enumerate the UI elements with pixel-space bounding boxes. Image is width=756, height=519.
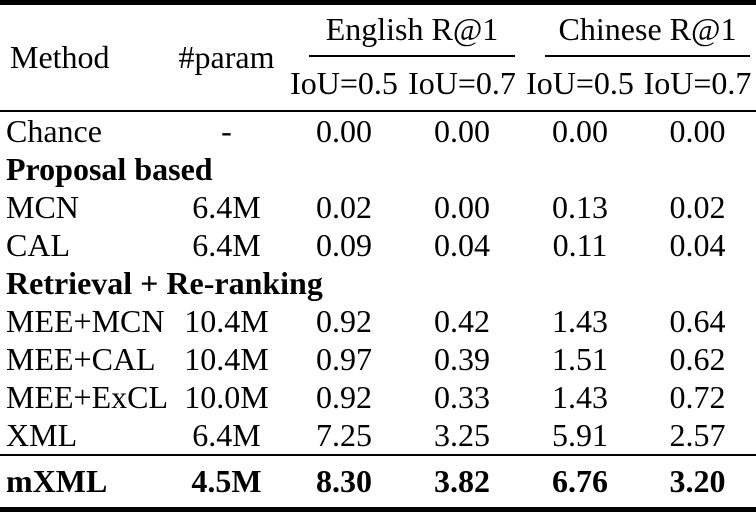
table-row: Chance - 0.00 0.00 0.00 0.00 xyxy=(0,111,756,150)
value-cell: 0.00 xyxy=(316,112,372,149)
col-header-iou: IoU=0.5 xyxy=(290,65,398,101)
value-cell: 0.39 xyxy=(434,340,490,377)
value-cell: 3.25 xyxy=(434,416,490,453)
value-cell: 0.00 xyxy=(669,112,726,149)
value-cell: 3.20 xyxy=(669,463,726,499)
value-cell: 2.57 xyxy=(669,416,726,453)
col-header-iou: IoU=0.5 xyxy=(526,65,634,101)
value-cell: 1.43 xyxy=(552,378,608,415)
table-row: MCN 6.4M 0.02 0.00 0.13 0.02 xyxy=(0,188,756,226)
param-cell: 10.0M xyxy=(184,378,269,415)
value-cell: 0.09 xyxy=(316,226,372,263)
method-cell: MEE+MCN xyxy=(6,302,165,339)
value-cell: 3.82 xyxy=(434,463,490,499)
value-cell: 0.04 xyxy=(669,226,726,263)
param-cell: - xyxy=(221,112,232,149)
table-row: MEE+MCN 10.4M 0.92 0.42 1.43 0.64 xyxy=(0,302,756,340)
value-cell: 0.64 xyxy=(669,302,726,339)
method-cell: mXML xyxy=(6,463,108,499)
value-cell: 0.92 xyxy=(316,302,372,339)
method-cell: MCN xyxy=(6,188,79,225)
param-cell: 6.4M xyxy=(192,416,261,453)
value-cell: 0.92 xyxy=(316,378,372,415)
param-cell: 10.4M xyxy=(184,302,269,339)
method-cell: MEE+ExCL xyxy=(6,378,168,415)
value-cell: 0.42 xyxy=(434,302,490,339)
value-cell: 0.04 xyxy=(434,226,490,263)
header-sub-row: IoU=0.5 IoU=0.7 IoU=0.5 IoU=0.7 xyxy=(0,57,756,111)
param-cell: 6.4M xyxy=(192,188,261,225)
value-cell: 0.02 xyxy=(669,188,726,225)
header-group-row: Method #param English R@1 Chinese R@1 xyxy=(0,3,756,75)
table-row: MEE+ExCL 10.0M 0.92 0.33 1.43 0.72 xyxy=(0,378,756,416)
method-cell: CAL xyxy=(6,226,70,263)
method-cell: Chance xyxy=(6,112,102,149)
col-group-english: English R@1 xyxy=(285,3,521,57)
value-cell: 6.76 xyxy=(552,463,608,499)
section-row: Retrieval + Re-ranking xyxy=(0,264,756,302)
section-label: Retrieval + Re-ranking xyxy=(6,264,323,301)
table-header: Method #param English R@1 Chinese R@1 Io… xyxy=(0,3,756,111)
section-row: Proposal based xyxy=(0,150,756,188)
table-row: XML 6.4M 7.25 3.25 5.91 2.57 xyxy=(0,416,756,455)
col-header-iou: IoU=0.7 xyxy=(643,65,752,101)
value-cell: 0.00 xyxy=(434,188,490,225)
value-cell: 1.43 xyxy=(552,302,608,339)
value-cell: 0.00 xyxy=(434,112,490,149)
table-row: MEE+CAL 10.4M 0.97 0.39 1.51 0.62 xyxy=(0,340,756,378)
method-cell: XML xyxy=(6,416,78,453)
section-label: Proposal based xyxy=(6,150,213,187)
value-cell: 0.11 xyxy=(552,226,608,263)
value-cell: 8.30 xyxy=(316,463,372,499)
value-cell: 0.97 xyxy=(316,340,372,377)
value-cell: 7.25 xyxy=(316,416,372,453)
col-header-iou: IoU=0.7 xyxy=(408,65,516,101)
group-label-chinese: Chinese R@1 xyxy=(545,8,750,57)
group-label-english: English R@1 xyxy=(309,8,515,57)
table-body: Chance - 0.00 0.00 0.00 0.00 Proposal ba… xyxy=(0,111,756,455)
value-cell: 0.72 xyxy=(669,378,726,415)
table-footer: mXML 4.5M 8.30 3.82 6.76 3.20 xyxy=(0,455,756,510)
footer-row-mxml: mXML 4.5M 8.30 3.82 6.76 3.20 xyxy=(0,455,756,510)
param-cell: 6.4M xyxy=(192,226,261,263)
param-cell: 4.5M xyxy=(191,463,262,499)
value-cell: 0.33 xyxy=(434,378,490,415)
value-cell: 0.13 xyxy=(552,188,608,225)
col-header-param: #param xyxy=(178,39,275,75)
col-group-chinese: Chinese R@1 xyxy=(521,3,756,57)
value-cell: 0.62 xyxy=(669,340,726,377)
method-cell: MEE+CAL xyxy=(6,340,156,377)
value-cell: 0.00 xyxy=(552,112,608,149)
col-header-method: Method xyxy=(10,39,110,75)
param-cell: 10.4M xyxy=(184,340,269,377)
value-cell: 5.91 xyxy=(552,416,608,453)
table-row: CAL 6.4M 0.09 0.04 0.11 0.04 xyxy=(0,226,756,264)
value-cell: 1.51 xyxy=(552,340,608,377)
value-cell: 0.02 xyxy=(316,188,372,225)
